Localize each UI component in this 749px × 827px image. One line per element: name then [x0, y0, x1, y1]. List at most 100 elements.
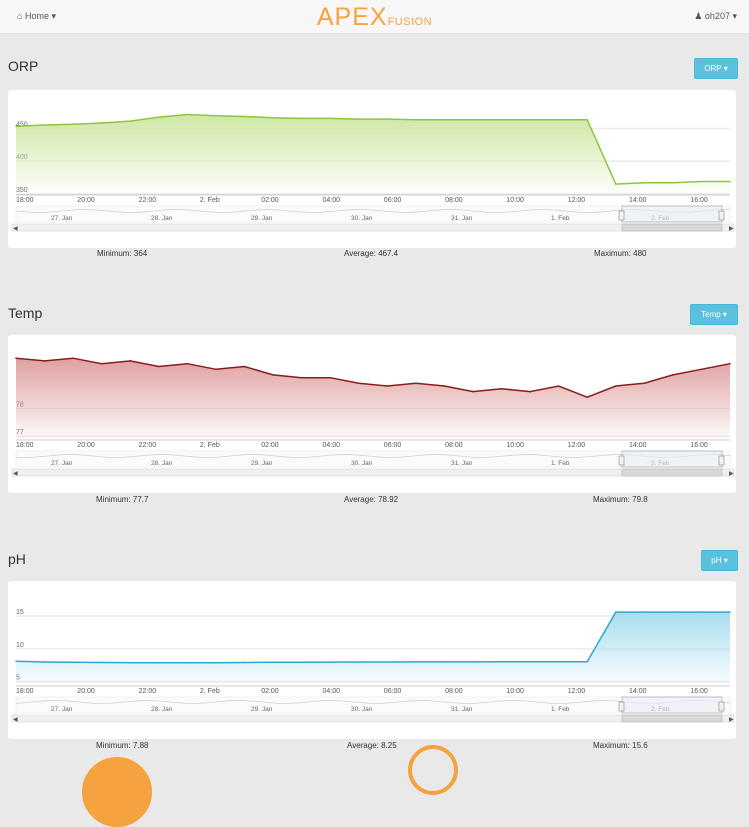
decorative-ring [408, 745, 458, 795]
x-tick-label: 12:00 [568, 442, 586, 449]
scroll-right-icon: ▶ [729, 717, 734, 723]
data-point [300, 117, 303, 120]
x-tick-label: 22:00 [139, 688, 157, 695]
scrollbar-thumb [621, 468, 723, 477]
navigator-handle-right [718, 701, 725, 712]
orp-dropdown-button[interactable]: ORP ▾ [694, 58, 738, 79]
x-tick-label: 20:00 [77, 197, 95, 204]
navigator-series [15, 700, 731, 704]
data-point [729, 611, 731, 613]
y-tick-label: 15 [16, 609, 24, 616]
data-point [415, 118, 417, 121]
scroll-right-icon: ▶ [729, 226, 734, 232]
navigator-handle-left [618, 701, 625, 712]
data-point [72, 661, 74, 664]
scrollbar-thumb [621, 223, 723, 232]
data-point [186, 661, 189, 664]
data-point [500, 388, 503, 390]
data-point [472, 390, 474, 393]
data-point [300, 661, 303, 664]
data-point [329, 376, 331, 379]
home-label: Home [24, 11, 49, 21]
navigator-tick-label: 1. Feb [551, 706, 570, 713]
x-tick-label: 02:00 [261, 197, 279, 204]
navigator-tick-label: 31. Jan [451, 460, 473, 467]
data-point [72, 357, 74, 359]
series-area [16, 612, 730, 685]
navigator-tick-label: 29. Jan [251, 215, 273, 222]
home-menu[interactable]: ⌂ Home ▾ [17, 11, 56, 22]
data-point [357, 382, 360, 385]
x-tick-label: 2. Feb [200, 197, 220, 204]
data-point [129, 360, 132, 362]
x-tick-label: 06:00 [384, 688, 402, 695]
data-point [529, 660, 531, 663]
data-point [100, 661, 103, 664]
data-point [614, 385, 617, 387]
data-point [43, 360, 46, 362]
navigator-selection [621, 696, 723, 714]
y-tick-label: 10 [16, 642, 24, 649]
navigator-handle-right [718, 455, 725, 466]
x-tick-label: 08:00 [445, 197, 463, 204]
data-point [472, 661, 474, 663]
x-tick-label: 12:00 [568, 197, 586, 204]
home-icon: ⌂ [17, 11, 23, 21]
navigator-handle-right [718, 210, 725, 221]
top-navbar: ⌂ Home ▾ APEXFUSION ♟ oh207 ▾ [0, 0, 749, 34]
data-point [415, 382, 417, 385]
x-tick-label: 20:00 [77, 688, 95, 695]
navigator-tick-label: 27. Jan [51, 706, 73, 713]
data-point [557, 385, 560, 387]
data-point [443, 661, 446, 663]
data-point [586, 396, 588, 398]
caret-down-icon: ▾ [732, 11, 737, 21]
x-tick-label: 22:00 [139, 197, 157, 204]
data-point [158, 661, 160, 664]
x-tick-label: 02:00 [261, 688, 279, 695]
navigator-selection [621, 450, 723, 468]
brand-logo[interactable]: APEXFUSION [0, 3, 749, 32]
x-tick-label: 14:00 [629, 688, 647, 695]
scrollbar-track [11, 714, 735, 723]
y-tick-label: 450 [16, 121, 28, 128]
data-point [15, 660, 17, 663]
x-tick-label: 08:00 [445, 442, 463, 449]
navigator-selection [621, 205, 723, 223]
navigator-series [15, 209, 730, 213]
orp-minimum: Minimum: 364 [97, 249, 148, 258]
temp-dropdown-button[interactable]: Temp ▾ [690, 304, 738, 325]
button-label: ORP [704, 64, 722, 73]
data-point [215, 115, 217, 117]
navigator-tick-label: 1. Feb [551, 460, 570, 467]
data-point [100, 122, 103, 124]
navigator-area [15, 450, 731, 468]
navigator-tick-label: 28. Jan [151, 460, 173, 467]
data-point [672, 182, 674, 184]
temp-minimum: Minimum: 77.7 [96, 495, 149, 504]
navigator-handle-left [618, 455, 625, 466]
series-area [16, 358, 730, 439]
data-point [215, 661, 217, 664]
x-tick-label: 18:00 [16, 442, 34, 449]
orp-average: Average: 467.4 [344, 249, 399, 258]
data-point [443, 118, 446, 121]
data-point [386, 118, 389, 120]
data-point [43, 124, 46, 126]
x-tick-label: 16:00 [690, 688, 708, 695]
ph-dropdown-button[interactable]: pH ▾ [701, 550, 738, 571]
x-tick-label: 14:00 [629, 442, 647, 449]
x-tick-label: 10:00 [506, 442, 524, 449]
data-point [700, 180, 703, 183]
data-point [129, 661, 132, 664]
data-point [529, 118, 531, 121]
data-point [415, 661, 417, 663]
user-menu[interactable]: ♟ oh207 ▾ [694, 11, 737, 22]
button-label: pH [711, 556, 722, 565]
x-tick-label: 04:00 [323, 688, 341, 695]
